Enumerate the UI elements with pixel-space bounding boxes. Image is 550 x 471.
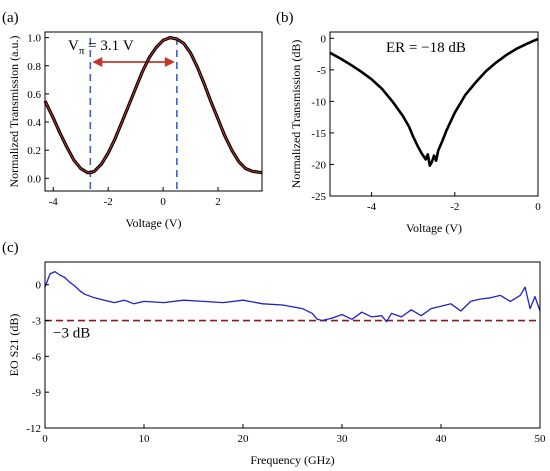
x-tick-label: -2 <box>450 201 459 213</box>
y-tick-label: 1.0 <box>27 33 41 45</box>
x-tick-label: 2 <box>215 196 221 208</box>
x-tick-label: -4 <box>49 196 59 208</box>
x-tick-label: 0 <box>535 201 541 213</box>
x-tick-label: 30 <box>337 433 349 445</box>
y-tick-label: -15 <box>311 128 326 140</box>
y-axis-label: EO S21 (dB) <box>7 314 21 377</box>
x-tick-label: 40 <box>436 433 448 445</box>
x-tick-label: -2 <box>104 196 113 208</box>
x-tick-label: 50 <box>535 433 547 445</box>
plot-frame-2 <box>329 31 539 197</box>
y-tick-label: 0.8 <box>27 61 41 73</box>
x-tick-label: 20 <box>238 433 250 445</box>
x-tick-label: 10 <box>139 433 151 445</box>
y-tick-label: -12 <box>26 423 41 435</box>
series-line-1-2 <box>44 37 263 174</box>
y-tick-label: -6 <box>32 351 42 363</box>
y-tick-label: -5 <box>317 65 327 77</box>
x-axis-label: Frequency (GHz) <box>250 453 334 467</box>
y-tick-label: -25 <box>311 191 326 203</box>
er-annotation: ER = −18 dB <box>386 40 466 56</box>
panel-label: (a) <box>2 10 19 26</box>
x-axis-label: Voltage (V) <box>125 216 181 230</box>
y-tick-label: -10 <box>311 96 326 108</box>
y-tick-label: 0 <box>321 33 327 45</box>
y-tick-label: 0.6 <box>27 89 41 101</box>
y-tick-label: 0.0 <box>27 173 41 185</box>
y-tick-label: -9 <box>32 387 42 399</box>
y-tick-label: 0 <box>36 280 42 292</box>
chart-panel-1: Vπ = 3.1 V -4 -2 0 2 0.0 0.2 0.4 0.6 0.8 1.0 Voltag… <box>2 10 263 230</box>
vpi-arrow-head-left <box>92 57 103 67</box>
y-tick-label: 0.4 <box>27 117 41 129</box>
series-line-1-1 <box>43 35 263 175</box>
plot-frame-3 <box>44 261 541 429</box>
plot-frame-1 <box>44 31 263 192</box>
chart-panel-3: −3 dB 0 10 20 30 40 50 0 -3 -6 -9 -12 Frequency (GHz… <box>2 240 546 467</box>
vpi-annotation: Vπ = 3.1 V <box>68 38 134 57</box>
panel-label: (b) <box>276 10 294 26</box>
y-tick-label: -20 <box>311 159 326 171</box>
x-tick-label: -4 <box>367 201 377 213</box>
x-axis-label: Voltage (V) <box>406 221 462 235</box>
series-line-3-1 <box>44 270 541 323</box>
y-axis-label: Normalized Transmission (a.u.) <box>7 36 21 188</box>
x-tick-label: 0 <box>42 433 48 445</box>
x-tick-label: 0 <box>160 196 166 208</box>
y-axis-label: Normalized Transmission (dB) <box>289 40 303 189</box>
series-line-2-1 <box>329 37 539 167</box>
vpi-arrow-head-right <box>164 57 175 67</box>
reference-line-label: −3 dB <box>53 326 90 342</box>
y-tick-label: 0.2 <box>27 145 41 157</box>
panel-label: (c) <box>2 240 19 256</box>
y-tick-label: -3 <box>32 316 42 328</box>
